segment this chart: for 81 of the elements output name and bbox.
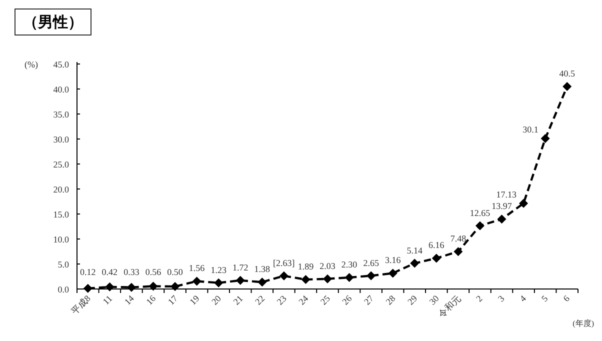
point bbox=[388, 268, 398, 278]
x-tick-label: 28 bbox=[384, 292, 398, 307]
y-tick-label: 5.0 bbox=[58, 260, 70, 270]
point bbox=[475, 221, 484, 230]
point bbox=[192, 276, 202, 286]
y-tick-label: 30.0 bbox=[53, 134, 70, 144]
point bbox=[214, 278, 224, 288]
point bbox=[279, 271, 288, 280]
data-label: 1.72 bbox=[232, 262, 248, 272]
x-tick-label: 27 bbox=[362, 292, 376, 307]
point bbox=[258, 278, 267, 287]
data-label: 7.48 bbox=[450, 234, 467, 244]
data-label: 1.23 bbox=[210, 264, 227, 275]
x-tick-label: 平成8 bbox=[69, 292, 93, 316]
data-label: 0.42 bbox=[102, 267, 118, 277]
data-label: 0.50 bbox=[167, 267, 184, 277]
point bbox=[105, 282, 114, 292]
data-label: 2.03 bbox=[320, 260, 336, 271]
point bbox=[497, 214, 506, 224]
data-label: 0.33 bbox=[124, 267, 140, 277]
y-tick-label: 0.0 bbox=[58, 284, 70, 294]
point bbox=[170, 282, 180, 291]
x-tick-label: 5 bbox=[539, 292, 550, 304]
point bbox=[410, 258, 420, 268]
data-label: 2.30 bbox=[341, 260, 358, 270]
x-tick-label: 22 bbox=[253, 293, 267, 307]
point bbox=[148, 282, 158, 291]
point bbox=[323, 274, 332, 284]
x-tick-label: 11 bbox=[100, 293, 114, 307]
point bbox=[562, 82, 572, 91]
y-tick-label: 15.0 bbox=[53, 210, 70, 220]
y-tick-label: 20.0 bbox=[53, 184, 70, 194]
x-tick-label: 26 bbox=[340, 292, 354, 307]
y-tick-label: 35.0 bbox=[53, 110, 70, 120]
point bbox=[83, 284, 92, 293]
point bbox=[236, 276, 245, 285]
data-label: [2.63] bbox=[273, 258, 295, 268]
point bbox=[126, 282, 136, 292]
x-tick-label: 3 bbox=[496, 292, 507, 304]
data-label: 1.56 bbox=[188, 263, 206, 274]
point bbox=[540, 134, 550, 143]
data-label: 12.65 bbox=[470, 208, 491, 218]
chart-title: （男性） bbox=[23, 13, 83, 31]
point bbox=[454, 247, 463, 256]
x-tick-label: 25 bbox=[318, 292, 332, 307]
data-label: 0.12 bbox=[80, 267, 96, 277]
data-label: 1.89 bbox=[298, 262, 314, 272]
y-tick-label: 40.0 bbox=[53, 84, 70, 94]
x-tick-label: 30 bbox=[427, 292, 442, 307]
point bbox=[344, 273, 354, 282]
x-tick-label: 14 bbox=[122, 292, 136, 307]
x-tick-label: 23 bbox=[274, 292, 289, 307]
x-tick-label: 16 bbox=[144, 292, 158, 307]
x-tick-label: 29 bbox=[406, 292, 420, 307]
x-tick-label: 6 bbox=[561, 292, 572, 304]
data-label: 5.14 bbox=[406, 245, 424, 256]
x-tick-label: 20 bbox=[210, 292, 224, 307]
data-label: 30.1 bbox=[522, 124, 538, 134]
y-tick-label: 25.0 bbox=[53, 160, 70, 170]
data-label: 2.65 bbox=[363, 258, 380, 268]
point bbox=[366, 271, 376, 280]
x-tick-label: 24 bbox=[296, 292, 310, 307]
data-label: 40.5 bbox=[559, 68, 576, 78]
y-tick-label: 10.0 bbox=[53, 234, 70, 244]
data-label: 1.38 bbox=[254, 264, 271, 274]
data-label: 0.56 bbox=[145, 267, 162, 277]
point bbox=[519, 198, 528, 208]
data-label: 3.16 bbox=[384, 255, 402, 266]
x-tick-label: 17 bbox=[166, 292, 180, 307]
data-label: 13.97 bbox=[492, 201, 512, 212]
data-label: 17.13 bbox=[496, 189, 518, 200]
y-axis-title: (%) bbox=[24, 60, 38, 70]
x-tick-label: 19 bbox=[188, 292, 202, 307]
y-tick-label: 45.0 bbox=[53, 60, 70, 70]
data-label: 6.16 bbox=[428, 240, 445, 250]
point bbox=[301, 275, 310, 284]
x-tick-label: 21 bbox=[231, 293, 245, 307]
x-tick-label: 2 bbox=[474, 293, 484, 304]
x-tick-label: 4 bbox=[518, 292, 528, 304]
point bbox=[432, 254, 441, 263]
x-axis-title: (年度) bbox=[572, 319, 594, 328]
